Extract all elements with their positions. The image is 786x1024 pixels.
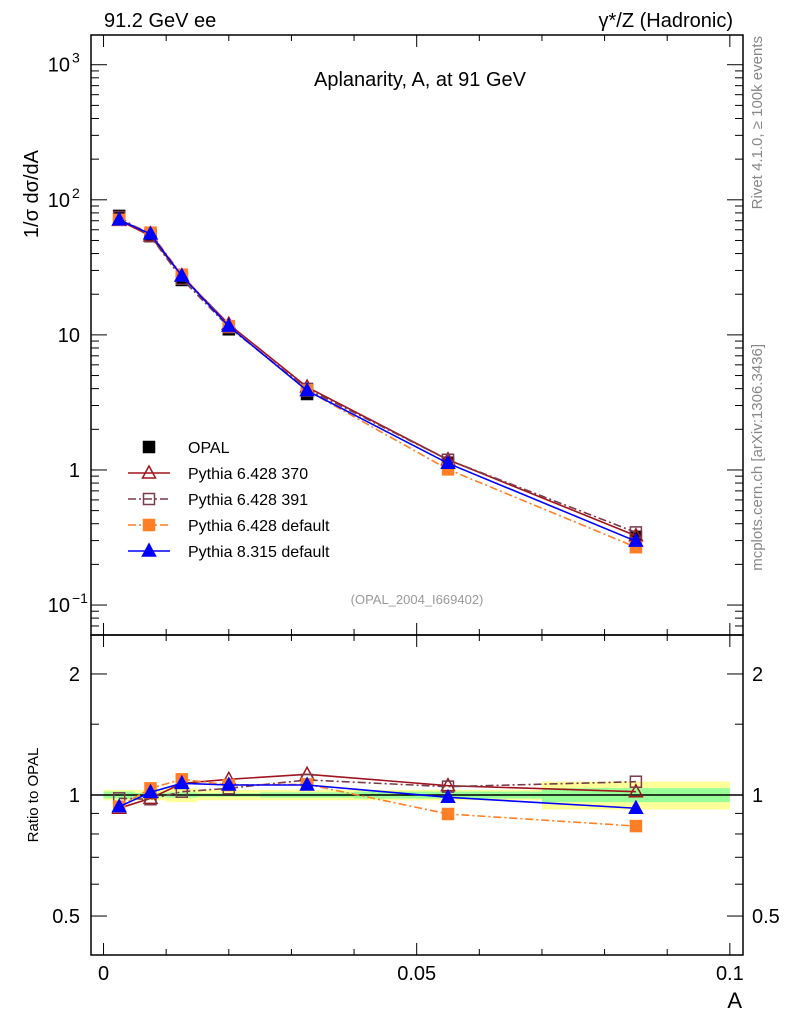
ratio-point <box>628 799 644 814</box>
series-line <box>118 216 637 534</box>
ratio-point <box>111 798 127 813</box>
y-tick-label: 10 <box>58 325 80 347</box>
series-point <box>628 532 644 547</box>
legend-label: Pythia 6.428 370 <box>188 466 308 483</box>
y-tick-label: 1 <box>69 460 80 482</box>
x-tick-label: 0 <box>98 963 109 985</box>
legend-label: Pythia 8.315 default <box>188 544 330 561</box>
series-point <box>174 267 190 282</box>
y-tick-label: 10 <box>48 55 70 77</box>
x-axis-label: A <box>727 988 742 1013</box>
ratio-y-tick-label: 1 <box>69 785 80 807</box>
y-axis-label: 1/σ dσ/dA <box>21 149 43 238</box>
legend-label: Pythia 6.428 default <box>188 518 330 535</box>
ratio-y-tick-label-right: 0.5 <box>752 906 780 928</box>
ratio-point <box>441 807 455 821</box>
legend-label: Pythia 6.428 391 <box>188 492 308 509</box>
ratio-point <box>628 783 644 798</box>
series-point <box>299 381 315 397</box>
ratio-y-label: Ratio to OPAL <box>25 748 42 843</box>
energy-label: 91.2 GeV ee <box>104 10 216 32</box>
y-tick-exponent: 3 <box>72 50 80 66</box>
legend-marker <box>141 542 157 557</box>
legend-label: OPAL <box>188 440 230 457</box>
legend-marker <box>142 492 156 506</box>
series-point <box>221 317 237 332</box>
y-tick-label: 10 <box>48 595 70 617</box>
ratio-point <box>142 783 159 798</box>
y-tick-label: 10 <box>48 190 70 212</box>
y-tick-exponent: 2 <box>72 185 80 201</box>
ratio-point <box>440 788 456 804</box>
ratio-point <box>629 775 643 788</box>
series-point <box>142 225 159 240</box>
series-line <box>118 219 637 537</box>
ratio-y-tick-label-right: 1 <box>752 785 763 807</box>
analysis-label: (OPAL_2004_I669402) <box>351 592 484 607</box>
series-point <box>440 454 456 470</box>
legend-marker <box>141 464 157 479</box>
ratio-y-tick-label-right: 2 <box>752 664 763 686</box>
mcplots-label: mcplots.cern.ch [arXiv:1306.3436] <box>749 344 766 571</box>
ratio-y-tick-label: 0.5 <box>52 906 80 928</box>
series-point <box>111 211 127 226</box>
rivet-label: Rivet 4.1.0, ≥ 100k events <box>749 36 766 209</box>
ratio-y-tick-label: 2 <box>69 664 80 686</box>
x-tick-label: 0.1 <box>716 963 744 985</box>
ratio-point <box>629 819 643 833</box>
ratio-point <box>174 774 190 790</box>
x-tick-label: 0.05 <box>397 963 436 985</box>
ratio-point <box>299 776 315 791</box>
plot-title: Aplanarity, A, at 91 GeV <box>314 69 527 91</box>
ratio-point <box>221 776 237 791</box>
y-tick-exponent: −1 <box>72 590 88 606</box>
process-label: γ*/Z (Hadronic) <box>599 10 733 32</box>
legend-marker <box>142 518 156 532</box>
legend-marker <box>142 440 156 454</box>
